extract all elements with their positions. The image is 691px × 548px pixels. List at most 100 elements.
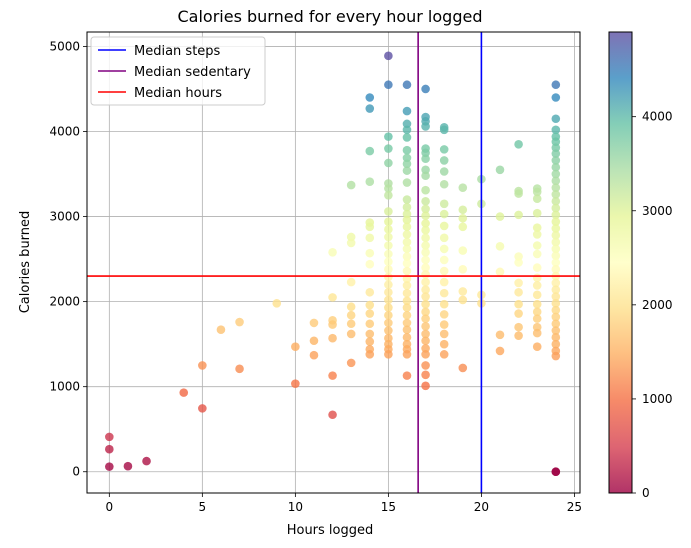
data-point bbox=[365, 287, 375, 297]
data-point bbox=[384, 310, 393, 320]
y-tick-label: 2000 bbox=[49, 295, 80, 309]
data-point bbox=[439, 179, 449, 189]
x-tick-label: 25 bbox=[567, 500, 582, 514]
data-point bbox=[551, 143, 561, 152]
data-point bbox=[384, 132, 393, 141]
data-point bbox=[402, 209, 412, 219]
data-point bbox=[532, 208, 542, 218]
data-point bbox=[365, 300, 375, 310]
data-point bbox=[402, 222, 412, 232]
data-point bbox=[551, 169, 561, 179]
data-point bbox=[421, 225, 430, 235]
data-point bbox=[551, 237, 561, 247]
data-point bbox=[551, 183, 561, 192]
y-tick-label: 4000 bbox=[49, 125, 80, 139]
data-point bbox=[532, 307, 542, 317]
data-point bbox=[421, 233, 430, 243]
data-point bbox=[458, 246, 468, 255]
data-point bbox=[198, 361, 207, 370]
data-point bbox=[551, 162, 561, 172]
data-point bbox=[421, 361, 430, 370]
data-point bbox=[421, 84, 430, 94]
data-point bbox=[346, 319, 356, 329]
data-point bbox=[402, 303, 412, 312]
data-point bbox=[532, 299, 542, 309]
data-point bbox=[346, 180, 356, 190]
data-point bbox=[142, 456, 151, 466]
data-point bbox=[532, 328, 542, 338]
data-point bbox=[384, 295, 393, 305]
data-point bbox=[365, 146, 375, 156]
data-point bbox=[328, 293, 337, 302]
data-point bbox=[421, 370, 430, 380]
legend: Median steps Median sedentary Median hou… bbox=[90, 36, 266, 106]
data-point bbox=[439, 339, 449, 349]
data-point bbox=[402, 230, 412, 239]
data-point bbox=[384, 207, 393, 216]
data-point bbox=[384, 326, 393, 335]
data-point bbox=[551, 224, 561, 233]
data-point bbox=[439, 299, 449, 309]
data-point bbox=[551, 125, 561, 135]
y-axis-ticks: 0 1000 2000 3000 4000 5000 bbox=[49, 39, 87, 479]
data-point bbox=[402, 195, 412, 204]
data-point bbox=[495, 165, 505, 175]
data-point bbox=[551, 244, 561, 254]
colorbar-tick-label: 4000 bbox=[642, 110, 673, 124]
data-point bbox=[365, 309, 375, 318]
colorbar-tick-label: 2000 bbox=[642, 298, 673, 312]
data-point bbox=[439, 125, 449, 135]
data-point bbox=[514, 278, 523, 288]
data-point bbox=[365, 222, 375, 232]
data-point bbox=[402, 296, 412, 306]
data-point bbox=[384, 265, 393, 274]
data-point bbox=[551, 93, 561, 102]
data-point bbox=[291, 379, 300, 389]
data-point bbox=[421, 148, 430, 158]
data-point bbox=[421, 263, 430, 272]
data-point bbox=[384, 272, 393, 282]
data-point bbox=[346, 358, 356, 368]
data-point bbox=[439, 145, 449, 154]
data-point bbox=[439, 266, 449, 276]
y-axis-label: Calories burned bbox=[18, 211, 33, 314]
data-point bbox=[384, 318, 393, 328]
data-point bbox=[421, 314, 430, 323]
data-point bbox=[551, 196, 561, 206]
x-tick-label: 10 bbox=[288, 500, 303, 514]
data-point bbox=[439, 199, 449, 209]
y-tick-label: 3000 bbox=[49, 210, 80, 224]
data-point bbox=[402, 202, 412, 212]
data-point bbox=[402, 288, 412, 298]
data-point bbox=[421, 165, 430, 175]
data-point bbox=[346, 329, 356, 339]
data-point bbox=[216, 325, 226, 334]
data-point bbox=[421, 270, 430, 279]
data-point bbox=[532, 290, 542, 300]
data-point bbox=[402, 125, 412, 135]
data-point bbox=[421, 381, 430, 391]
data-point bbox=[384, 287, 393, 297]
data-point bbox=[365, 329, 375, 339]
data-point bbox=[421, 204, 430, 214]
data-point bbox=[402, 259, 412, 268]
data-point bbox=[346, 310, 356, 320]
data-point bbox=[402, 325, 412, 334]
data-point bbox=[291, 342, 300, 352]
data-point bbox=[458, 363, 468, 373]
data-point bbox=[402, 318, 412, 328]
data-point bbox=[421, 154, 430, 164]
data-point bbox=[439, 244, 449, 254]
data-point bbox=[421, 307, 430, 317]
data-point bbox=[551, 319, 561, 329]
data-point bbox=[402, 333, 412, 342]
data-point bbox=[495, 267, 505, 277]
data-point bbox=[551, 210, 561, 220]
data-point bbox=[551, 351, 561, 361]
data-point bbox=[402, 153, 412, 163]
data-point bbox=[402, 80, 412, 90]
data-point bbox=[402, 159, 412, 169]
data-point bbox=[551, 299, 561, 308]
